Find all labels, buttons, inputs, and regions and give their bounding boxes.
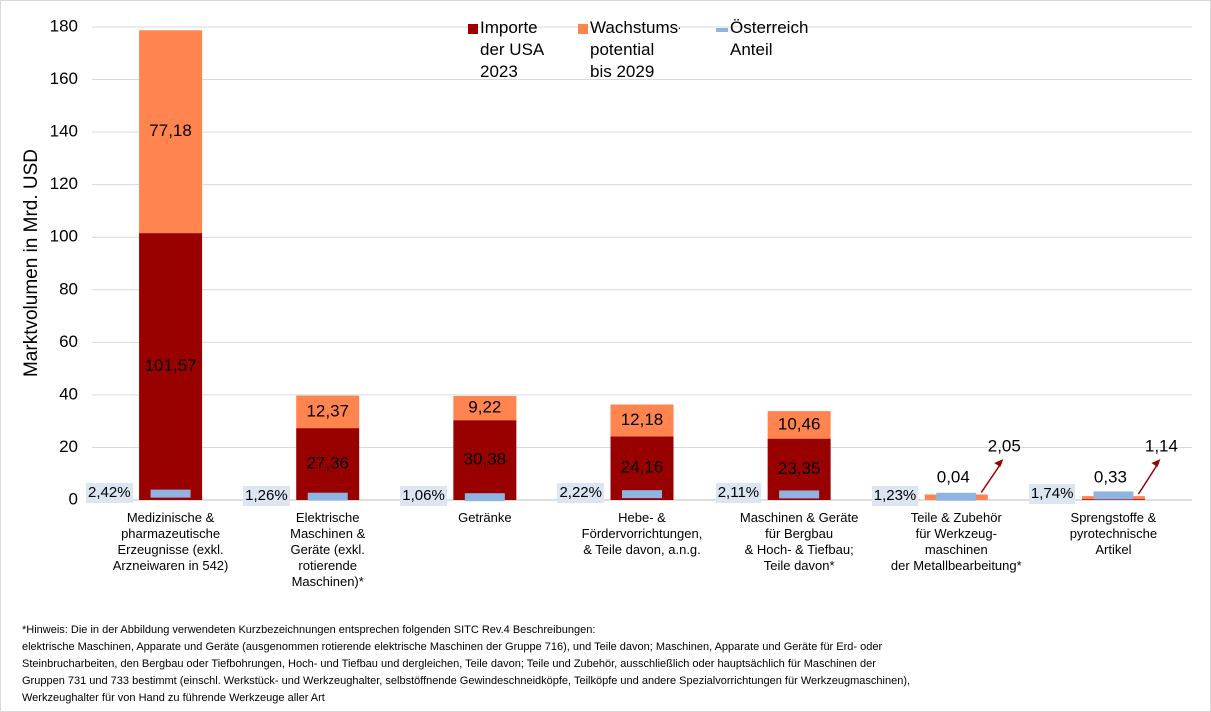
austria-share-marker <box>464 493 505 502</box>
y-axis-label: Marktvolumen in Mrd. USD <box>21 149 42 377</box>
value-label: 27,36 <box>306 454 349 473</box>
austria-share-text: 2,22% <box>557 483 604 504</box>
legend-label: Importe der USA 2023 <box>480 18 544 81</box>
footnote-line: elektrische Maschinen, Apparate und Gerä… <box>22 641 882 653</box>
austria-share-label-box: 2,11% <box>679 483 762 504</box>
legend-swatch <box>468 24 478 34</box>
x-tick-label: Getränke <box>458 510 512 525</box>
austria-share-marker <box>1093 491 1134 500</box>
austria-share-text: 1,06% <box>400 486 447 507</box>
callout-arrowhead <box>1151 459 1161 467</box>
y-tick-label: 80 <box>59 279 78 298</box>
x-tick-label: Medizinische & pharmazeutische Erzeugnis… <box>112 510 229 573</box>
value-label: 101,57 <box>145 356 197 375</box>
x-tick-label-box: Teile & Zubehör für Werkzeug- maschinen … <box>890 510 1022 573</box>
austria-share-marker <box>622 490 662 499</box>
y-tick-label: 60 <box>59 332 78 351</box>
bar-segment <box>139 233 203 500</box>
austria-share-text: 2,11% <box>715 483 762 504</box>
value-label: 77,18 <box>149 121 192 140</box>
value-label: 30,38 <box>464 450 507 469</box>
value-label: 12,37 <box>306 401 349 420</box>
austria-share-label-box: 1,06% <box>365 486 447 507</box>
austria-share-marker <box>307 492 348 501</box>
y-tick-label: 180 <box>50 16 78 35</box>
bar-segment <box>1081 499 1145 500</box>
x-tick-label-box: Elektrische Maschinen & Geräte (exkl. ro… <box>290 510 366 589</box>
legend-label-box: Importe der USA 2023 <box>480 18 544 81</box>
austria-share-text: 1,74% <box>1028 484 1076 505</box>
legend-label: Österreich Anteil <box>730 18 809 59</box>
austria-share-label: 1,74% <box>993 484 1076 505</box>
bar-segment <box>767 438 831 500</box>
austria-share-marker <box>779 490 820 499</box>
value-label: 1,14 <box>1145 436 1178 455</box>
bar-segment <box>767 411 831 439</box>
y-tick-label: 140 <box>50 122 78 141</box>
value-label: 2,05 <box>988 436 1021 455</box>
legend-swatch <box>716 28 728 32</box>
austria-share-label: 1,23% <box>836 485 919 506</box>
value-label: 0,04 <box>937 467 970 486</box>
austria-share-label: 2,11% <box>679 483 762 504</box>
bar-segment <box>139 30 203 234</box>
legend-label-box: Österreich Anteil <box>730 18 809 59</box>
x-tick-label-box: Medizinische & pharmazeutische Erzeugnis… <box>112 510 229 573</box>
callout-arrow <box>980 462 1002 493</box>
legend-swatch <box>578 24 588 34</box>
x-tick-label: Sprengstoffe & pyrotechnische Artikel <box>1069 510 1158 557</box>
footnote-line: Gruppen 731 und 733 bestimmt (einschl. W… <box>22 675 910 687</box>
austria-share-label: 1,06% <box>365 486 447 507</box>
legend-label-box: Wachstums-potential bis 2029 <box>590 18 680 81</box>
y-tick-label: 20 <box>59 437 78 456</box>
austria-share-marker <box>150 489 191 498</box>
austria-share-label: 1,26% <box>208 485 290 506</box>
austria-share-text: 1,23% <box>871 485 919 506</box>
y-tick-label: 120 <box>50 174 78 193</box>
austria-share-text: 2,42% <box>86 482 133 503</box>
x-tick-label: Maschinen & Geräte für Bergbau & Hoch- &… <box>739 510 859 573</box>
callout-arrowhead <box>994 459 1004 467</box>
x-tick-label-box: Getränke <box>458 510 512 525</box>
bar-segment <box>296 428 360 500</box>
bar-segment <box>610 436 674 500</box>
footnote-line: *Hinweis: Die in der Abbildung verwendet… <box>22 624 595 636</box>
callout-arrow <box>1137 462 1160 495</box>
x-tick-label: Teile & Zubehör für Werkzeug- maschinen … <box>890 510 1022 573</box>
footnote-line: Werkzeughalter für von Hand zu führende … <box>22 692 325 704</box>
value-label: 10,46 <box>778 414 821 433</box>
austria-share-label-box: 2,22% <box>522 483 604 504</box>
value-label: 12,18 <box>621 410 664 429</box>
austria-share-label: 2,42% <box>51 482 133 503</box>
x-tick-label: Elektrische Maschinen & Geräte (exkl. ro… <box>290 510 366 589</box>
x-tick-label: Hebe- & Fördervorrichtungen, & Teile dav… <box>581 510 703 557</box>
y-tick-label: 0 <box>69 489 78 508</box>
x-tick-label-box: Hebe- & Fördervorrichtungen, & Teile dav… <box>581 510 703 557</box>
austria-share-label-box: 1,74% <box>993 484 1076 505</box>
x-tick-label-box: Sprengstoffe & pyrotechnische Artikel <box>1069 510 1158 557</box>
bar-segment <box>610 404 674 437</box>
austria-share-marker <box>936 492 977 501</box>
bar-segment <box>453 420 517 500</box>
austria-share-label: 2,22% <box>522 483 604 504</box>
austria-share-text: 1,26% <box>243 485 290 506</box>
y-tick-label: 100 <box>50 227 78 246</box>
austria-share-label-box: 1,23% <box>836 485 919 506</box>
bar-segment <box>296 395 360 429</box>
value-label: 9,22 <box>468 398 501 417</box>
value-label: 24,16 <box>621 458 664 477</box>
austria-share-label-box: 2,42% <box>51 482 133 503</box>
y-tick-label: 160 <box>50 69 78 88</box>
legend-label: Wachstums-potential bis 2029 <box>590 18 680 81</box>
value-label: 0,33 <box>1094 467 1127 486</box>
value-label: 23,35 <box>778 459 821 478</box>
x-tick-label-box: Maschinen & Geräte für Bergbau & Hoch- &… <box>739 510 859 573</box>
footnote-line: Steinbrucharbeiten, den Bergbau oder Tie… <box>22 658 876 670</box>
y-tick-label: 40 <box>59 384 78 403</box>
austria-share-label-box: 1,26% <box>208 485 290 506</box>
bar-segment <box>453 395 517 421</box>
